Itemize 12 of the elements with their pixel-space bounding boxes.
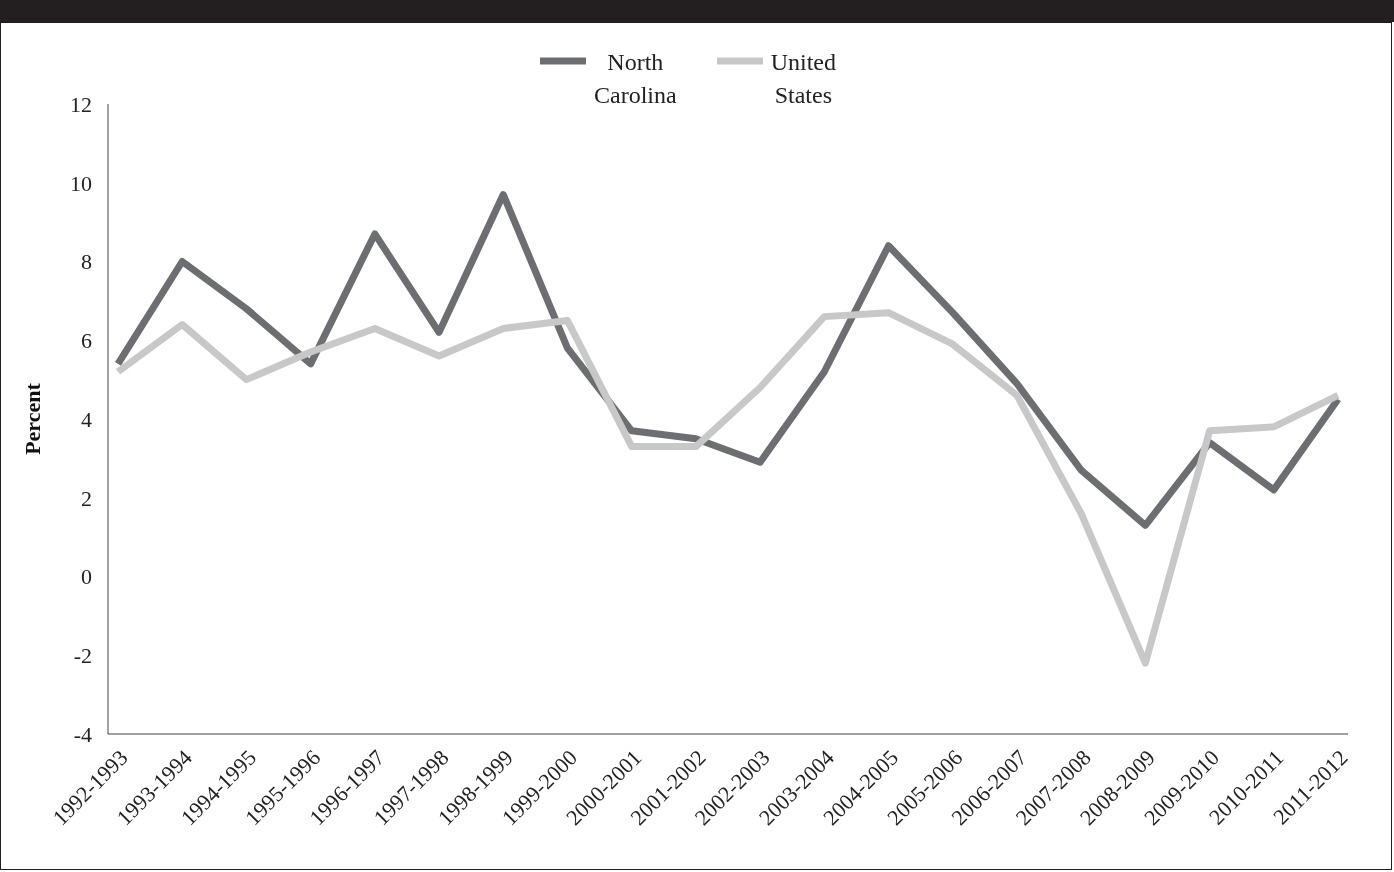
y-tick-label: 0 [81,564,92,590]
y-tick-label: 6 [81,328,92,354]
y-tick-label: 12 [70,91,92,117]
y-tick-label: 4 [81,406,92,432]
y-tick-label: 2 [81,485,92,511]
legend-label: United States [770,48,836,110]
y-axis-title: Percent [19,382,45,455]
y-tick-label: -2 [73,643,92,669]
y-tick-label: 8 [81,249,92,275]
legend-label: North Carolina [594,48,677,110]
y-tick-label: -4 [73,721,92,747]
y-tick-label: 10 [70,170,92,196]
